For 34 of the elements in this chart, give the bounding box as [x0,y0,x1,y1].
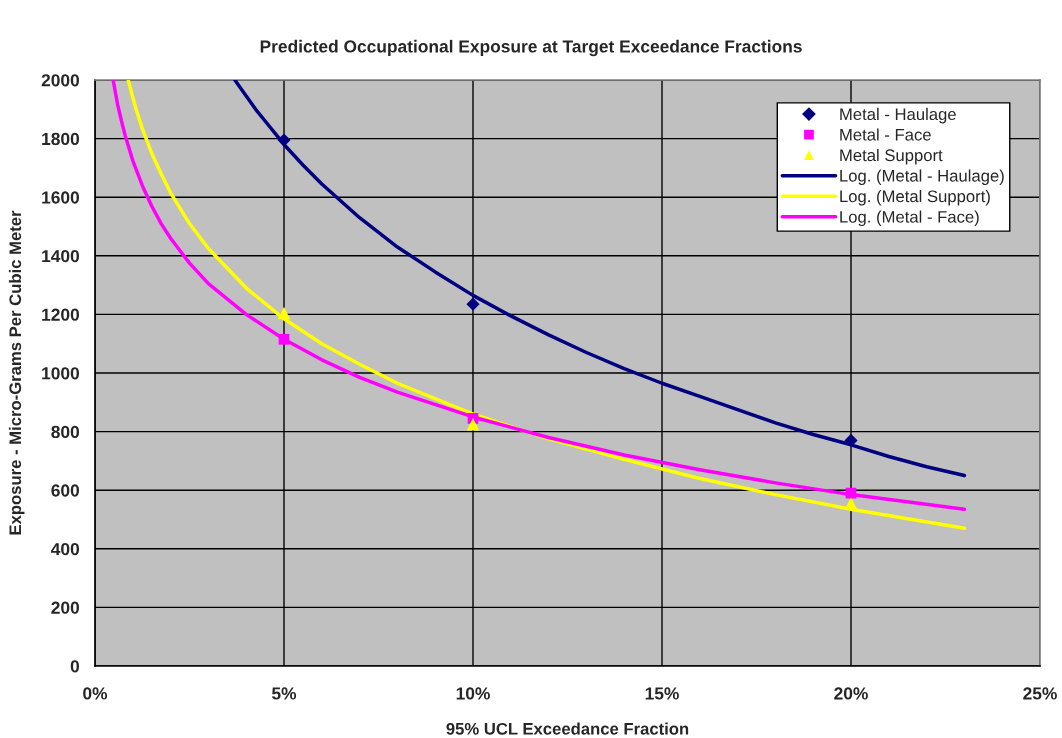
point [466,418,480,431]
legend-label: Metal - Face [840,128,931,141]
y-tick-label: 1200 [42,308,80,321]
point [278,333,290,345]
point [277,306,291,320]
point [844,433,858,447]
x-axis-title: 95% UCL Exceedance Fraction [446,722,689,735]
legend-label: Log. (Metal - Face) [840,210,979,227]
point [845,487,857,499]
y-tick-label: 400 [51,542,80,556]
y-tick-label: 200 [51,601,80,614]
y-tick-label: 600 [51,484,80,497]
chart-title: Predicted Occupational Exposure at Target Exceedance Fractions [260,39,802,57]
point [466,297,480,311]
x-tick-label: 0% [83,687,108,700]
point [844,497,858,510]
y-tick-label: 1800 [42,132,80,146]
legend-label: Metal - Haulage [840,107,956,124]
point [277,133,291,147]
y-axis-title: Exposure - Micro-Grams Per Cubic Meter [8,210,25,535]
y-tick-label: 0 [70,660,80,673]
legend-label: Log. (Metal Support) [840,190,990,206]
y-tick-label: 2000 [41,74,80,87]
legend-label: Log. (Metal - Haulage) [840,169,1004,185]
x-tick-label: 15% [645,687,679,700]
y-tick-label: 1400 [42,249,80,263]
x-tick-label: 5% [271,687,297,700]
x-tick-label: 20% [834,687,868,700]
y-tick-label: 1600 [42,191,80,204]
legend-label: Metal Support [840,148,943,165]
x-tick-label: 10% [456,687,490,700]
y-tick-label: 1000 [42,367,80,380]
y-tick-label: 800 [51,425,80,439]
x-tick-label: 25% [1023,687,1057,700]
